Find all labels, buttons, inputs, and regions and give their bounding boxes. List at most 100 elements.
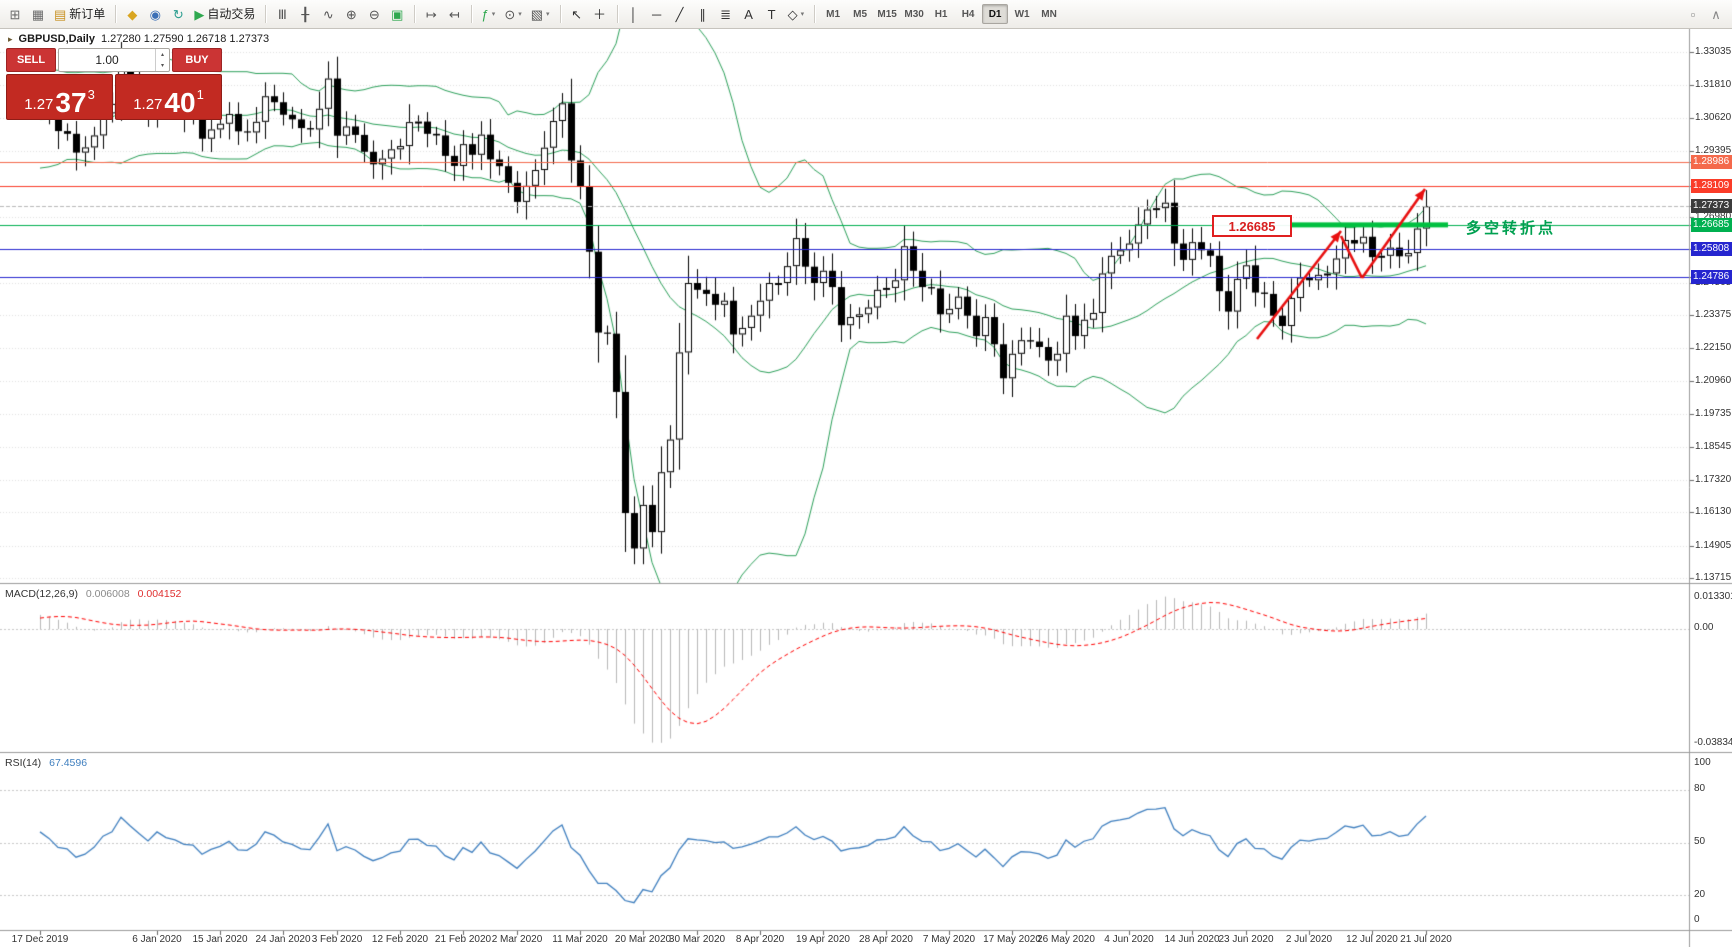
rsi-axis-label: 100 — [1694, 757, 1711, 768]
label-tool-button[interactable]: T — [761, 3, 783, 25]
toolbar-separator — [265, 5, 267, 23]
new-chart-button[interactable]: ⊞ — [4, 3, 26, 25]
templates-icon: ▧ — [530, 6, 544, 22]
price-axis-label: 1.16130 — [1695, 506, 1732, 518]
rsi-axis-label: 20 — [1694, 889, 1706, 900]
date-axis-label: 12 Jul 2020 — [1346, 934, 1398, 945]
channel-tool-button[interactable]: ∥ — [692, 3, 714, 25]
volume-increase-button[interactable]: ▴ — [160, 52, 164, 58]
date-axis-label: 19 Apr 2020 — [796, 934, 850, 945]
buy-price-button[interactable]: 1.27 40 1 — [115, 74, 222, 120]
price-axis-label: 1.14905 — [1695, 539, 1732, 551]
strategy-navigator-button[interactable]: ↻ — [167, 3, 189, 25]
date-axis-label: 17 May 2020 — [983, 934, 1041, 945]
profiles-button[interactable]: ▦ — [27, 3, 49, 25]
macd-indicator-label: MACD(12,26,9) 0.006008 0.004152 — [5, 588, 181, 600]
line-chart-mode-button[interactable]: ∿ — [317, 3, 339, 25]
date-axis-label: 4 Jun 2020 — [1104, 934, 1154, 945]
one-click-collapse-icon[interactable]: ▸ — [8, 33, 13, 44]
toolbar-separator — [414, 5, 416, 23]
timeframe-m1-button[interactable]: M1 — [820, 4, 846, 24]
new-order-icon: ▤ — [54, 6, 67, 22]
volume-decrease-button[interactable]: ▾ — [160, 63, 164, 69]
auto-scroll-button[interactable]: ↦ — [420, 3, 442, 25]
timeframe-mn-button[interactable]: MN — [1036, 4, 1062, 24]
zoom-in-icon: ⊕ — [345, 6, 357, 22]
toolbar-options-icon: ▫ — [1690, 6, 1696, 22]
date-axis-label: 21 Jul 2020 — [1400, 934, 1452, 945]
autotrading-icon: ▶ — [194, 6, 205, 22]
market-watch-button[interactable]: ◆ — [121, 3, 143, 25]
price-axis-label: 1.19735 — [1695, 408, 1732, 420]
volume-value[interactable]: 1.00 — [95, 53, 119, 67]
timeframe-d1-button[interactable]: D1 — [982, 4, 1009, 24]
macd-main-value: 0.006008 — [85, 588, 130, 600]
indicators-list-button[interactable]: ƒ ▾ — [477, 3, 499, 25]
buy-price-sup: 1 — [196, 87, 204, 102]
candle-chart-mode-button[interactable]: ╂ — [294, 3, 316, 25]
strategy-navigator-icon: ↻ — [172, 6, 184, 22]
sell-price-button[interactable]: 1.27 37 3 — [6, 74, 113, 120]
timeframe-w1-button[interactable]: W1 — [1009, 4, 1035, 24]
macd-axis-label: 0.00 — [1694, 622, 1714, 633]
horizontal-line-tool-icon: ─ — [651, 6, 662, 22]
fibonacci-tool-button[interactable]: ≣ — [715, 3, 737, 25]
chart-shift-button[interactable]: ↤ — [443, 3, 465, 25]
horizontal-line-tool-button[interactable]: ─ — [646, 3, 668, 25]
date-axis-label: 8 Apr 2020 — [735, 934, 785, 945]
timeframe-m30-button[interactable]: M30 — [901, 4, 927, 24]
volume-input[interactable]: 1.00 ▴ ▾ — [58, 48, 170, 72]
timeframe-m5-button[interactable]: M5 — [847, 4, 873, 24]
zoom-out-button[interactable]: ⊖ — [363, 3, 385, 25]
bar-chart-mode-button[interactable]: Ⅲ — [271, 3, 293, 25]
collapse-toolbar-button[interactable]: ∧ — [1705, 3, 1727, 25]
date-axis-label: 2 Mar 2020 — [491, 934, 543, 945]
data-window-button[interactable]: ◉ — [144, 3, 166, 25]
price-axis-label: 1.13715 — [1695, 572, 1732, 583]
buy-button[interactable]: BUY — [172, 48, 222, 72]
tile-windows-icon: ▣ — [391, 6, 404, 22]
crosshair-tool-icon: ＋ — [593, 6, 607, 22]
channel-tool-icon: ∥ — [699, 6, 706, 22]
periods-list-icon: ⊙ — [504, 6, 516, 22]
toolbar-separator — [616, 5, 618, 23]
new-chart-icon: ⊞ — [9, 6, 21, 22]
toolbar-right-buttons: ▫ ∧ — [1682, 3, 1728, 25]
text-tool-icon: A — [744, 6, 753, 22]
pivot-price-label[interactable]: 1.26685 — [1212, 215, 1292, 237]
autotrading-button[interactable]: ▶ 自动交易 — [190, 3, 259, 25]
trendline-tool-button[interactable]: ╱ — [669, 3, 691, 25]
text-tool-button[interactable]: A — [738, 3, 760, 25]
pane-separator-macd[interactable] — [0, 581, 1690, 585]
top-toolbar: ⊞ ▦ ▤ 新订单 ◆ ◉ ↻ ▶ 自动交易 Ⅲ ╂ ∿ ⊕ ⊖ ▣ ↦ ↤ ƒ ▾ ⊙ ▾ ▧ ▾ ↖ ＋ │ ─ ╱ ∥ ≣ A T ◇ ▾ M… — [0, 0, 1732, 29]
timeframe-m15-button[interactable]: M15 — [874, 4, 900, 24]
indicators-list-dropdown-icon: ▾ — [491, 11, 496, 18]
tile-windows-button[interactable]: ▣ — [386, 3, 408, 25]
toolbar-options-button[interactable]: ▫ — [1682, 3, 1704, 25]
price-axis-label: 1.33035 — [1695, 46, 1732, 57]
vertical-line-tool-button[interactable]: │ — [623, 3, 645, 25]
timeframe-h1-button[interactable]: H1 — [928, 4, 954, 24]
trendline-tool-icon: ╱ — [675, 6, 684, 22]
date-axis-label: 30 Mar 2020 — [668, 934, 726, 945]
templates-button[interactable]: ▧ ▾ — [527, 3, 554, 25]
toolbar-separator — [814, 5, 816, 23]
fibonacci-tool-icon: ≣ — [720, 6, 732, 22]
pane-separator-rsi[interactable] — [0, 750, 1690, 754]
crosshair-tool-button[interactable]: ＋ — [589, 3, 611, 25]
date-axis-label: 12 Feb 2020 — [371, 934, 429, 945]
profiles-icon: ▦ — [31, 6, 45, 22]
shapes-tool-button[interactable]: ◇ ▾ — [784, 3, 809, 25]
date-axis-label: 7 May 2020 — [922, 934, 976, 945]
timeframe-h4-button[interactable]: H4 — [955, 4, 981, 24]
periods-list-button[interactable]: ⊙ ▾ — [500, 3, 525, 25]
new-order-button[interactable]: ▤ 新订单 — [50, 3, 109, 25]
chart-symbol-period: GBPUSD,Daily — [18, 33, 95, 45]
zoom-in-button[interactable]: ⊕ — [340, 3, 362, 25]
zoom-out-icon: ⊖ — [368, 6, 380, 22]
sell-button[interactable]: SELL — [6, 48, 56, 72]
buy-price-big: 40 — [164, 87, 196, 119]
pivot-annotation-text[interactable]: 多空转折点 — [1466, 220, 1557, 237]
cursor-tool-button[interactable]: ↖ — [566, 3, 588, 25]
